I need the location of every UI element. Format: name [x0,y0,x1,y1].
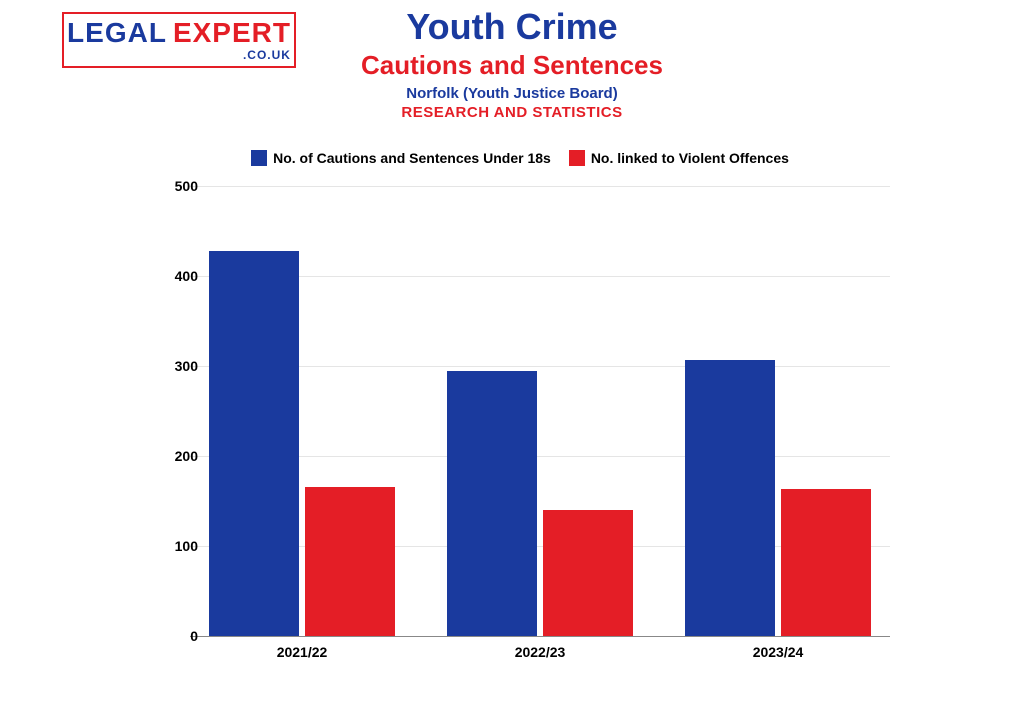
bar [685,360,775,636]
chart-container: No. of Cautions and Sentences Under 18s … [130,150,910,690]
legend-label-0: No. of Cautions and Sentences Under 18s [273,150,551,166]
legend-swatch-0 [251,150,267,166]
legend-item-series-1: No. linked to Violent Offences [569,150,789,166]
gridline [190,186,890,187]
x-tick-label: 2021/22 [277,644,328,660]
chart-legend: No. of Cautions and Sentences Under 18s … [130,150,910,166]
y-tick-label: 300 [148,358,198,374]
bar [209,251,299,636]
x-tick-label: 2022/23 [515,644,566,660]
bar [447,371,537,637]
legend-swatch-1 [569,150,585,166]
header: Youth Crime Cautions and Sentences Norfo… [0,6,1024,121]
y-tick-label: 0 [148,628,198,644]
page-subtitle: Cautions and Sentences [0,50,1024,81]
page-title: Youth Crime [0,6,1024,48]
x-tick-label: 2023/24 [753,644,804,660]
bar [543,510,633,636]
y-tick-label: 100 [148,538,198,554]
research-label: RESEARCH AND STATISTICS [0,104,1024,121]
y-tick-label: 200 [148,448,198,464]
bar [781,489,871,636]
y-tick-label: 400 [148,268,198,284]
y-tick-label: 500 [148,178,198,194]
plot-area [190,186,890,636]
bar [305,487,395,636]
x-axis-line [190,636,890,637]
region-label: Norfolk (Youth Justice Board) [0,85,1024,102]
legend-label-1: No. linked to Violent Offences [591,150,789,166]
legend-item-series-0: No. of Cautions and Sentences Under 18s [251,150,551,166]
